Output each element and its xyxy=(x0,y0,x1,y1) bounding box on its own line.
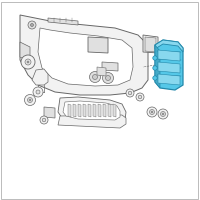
Polygon shape xyxy=(32,69,48,85)
Polygon shape xyxy=(97,67,106,76)
Polygon shape xyxy=(155,40,183,52)
Circle shape xyxy=(27,61,29,63)
Circle shape xyxy=(92,74,98,79)
Polygon shape xyxy=(145,37,156,52)
Polygon shape xyxy=(102,62,118,71)
Circle shape xyxy=(153,56,157,60)
Polygon shape xyxy=(93,104,96,117)
Circle shape xyxy=(162,113,164,115)
Polygon shape xyxy=(158,50,180,61)
Circle shape xyxy=(29,99,31,101)
Circle shape xyxy=(160,112,166,116)
Circle shape xyxy=(40,116,48,124)
Polygon shape xyxy=(44,107,55,118)
Circle shape xyxy=(25,59,31,65)
Circle shape xyxy=(158,109,168,119)
Circle shape xyxy=(138,95,142,99)
Polygon shape xyxy=(73,104,76,117)
Circle shape xyxy=(28,98,32,102)
Polygon shape xyxy=(78,104,81,117)
Polygon shape xyxy=(58,115,126,128)
Polygon shape xyxy=(155,40,183,90)
Polygon shape xyxy=(83,104,86,117)
Circle shape xyxy=(42,118,46,122)
Polygon shape xyxy=(68,104,71,117)
Polygon shape xyxy=(38,28,133,86)
Circle shape xyxy=(102,72,114,84)
FancyBboxPatch shape xyxy=(1,2,198,199)
Polygon shape xyxy=(103,104,106,117)
Polygon shape xyxy=(98,104,101,117)
Circle shape xyxy=(147,107,157,117)
Polygon shape xyxy=(113,104,116,117)
Polygon shape xyxy=(88,37,108,53)
Circle shape xyxy=(90,72,101,82)
Circle shape xyxy=(153,76,157,80)
Polygon shape xyxy=(63,101,120,120)
Circle shape xyxy=(21,55,35,69)
Polygon shape xyxy=(20,15,148,95)
Polygon shape xyxy=(143,35,158,53)
Circle shape xyxy=(136,93,144,101)
Circle shape xyxy=(151,111,153,113)
Circle shape xyxy=(24,95,36,106)
Circle shape xyxy=(128,91,132,95)
Circle shape xyxy=(30,23,34,26)
Polygon shape xyxy=(20,42,30,62)
Polygon shape xyxy=(48,18,78,25)
Polygon shape xyxy=(158,62,180,73)
Polygon shape xyxy=(88,104,91,117)
Polygon shape xyxy=(158,74,180,85)
Circle shape xyxy=(153,66,157,70)
Circle shape xyxy=(28,21,36,29)
Circle shape xyxy=(150,110,154,114)
Polygon shape xyxy=(58,97,126,124)
Circle shape xyxy=(106,75,110,80)
Circle shape xyxy=(33,87,43,97)
Polygon shape xyxy=(155,45,160,88)
Circle shape xyxy=(36,90,40,94)
Polygon shape xyxy=(108,104,111,117)
Circle shape xyxy=(126,89,134,97)
